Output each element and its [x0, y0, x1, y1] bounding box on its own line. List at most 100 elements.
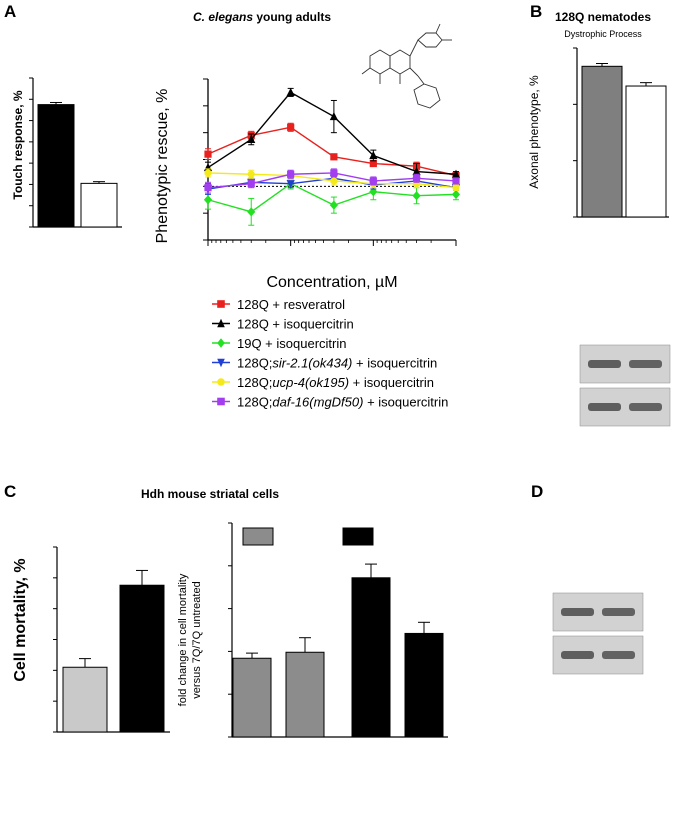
rescue-data-point — [330, 169, 338, 177]
rescue-data-point — [412, 191, 421, 201]
touch-bar — [37, 104, 75, 228]
rescue-title: C. elegans young adults — [193, 10, 331, 24]
ring-b — [417, 32, 443, 48]
legend-marker — [217, 338, 225, 348]
fold-change-legend-swatch — [242, 527, 274, 546]
rescue-data-point — [452, 177, 460, 185]
ring-sugar — [413, 83, 441, 109]
blot-band — [588, 360, 621, 368]
rescue-data-point — [204, 150, 212, 158]
legend-label-prefix: 128Q; — [237, 356, 272, 371]
axonal-bar — [625, 85, 667, 218]
rescue-data-point — [286, 87, 295, 97]
legend-label-prefix: 128Q; — [237, 375, 272, 390]
rescue-data-point — [369, 159, 377, 168]
legend-marker — [217, 318, 225, 328]
western-blot-d — [552, 592, 644, 675]
legend-marker — [217, 358, 225, 368]
blot-band — [602, 608, 635, 616]
isoquercitrin-structure-image — [361, 23, 452, 109]
legend-label: 128Q;ucp-4(ok195) + isoquercitrin — [237, 375, 434, 390]
rescue-data-point — [287, 170, 295, 178]
legend-label-suffix: + isoquercitrin — [349, 375, 434, 390]
legend-label-prefix: 19Q + isoquercitrin — [237, 336, 346, 351]
rescue-data-point — [329, 200, 338, 210]
bond-oh3 — [361, 67, 371, 75]
rescue-xlabel: Concentration, µM — [266, 274, 397, 291]
legend-label: 128Q + isoquercitrin — [237, 317, 354, 332]
legend-label-allele: daf-16(mgDf50) — [272, 395, 363, 410]
panel-label-c: C — [4, 482, 16, 501]
legend-marker — [217, 397, 225, 406]
cell-mortality-bar — [62, 666, 108, 733]
rescue-title-rest: young adults — [253, 10, 331, 24]
rescue-data-point — [329, 111, 338, 121]
western-blot-b — [579, 344, 671, 427]
blot-band — [588, 403, 621, 411]
panel-label-b: B — [530, 2, 542, 21]
legend-label-suffix: + isoquercitrin — [352, 356, 437, 371]
blot-band — [602, 651, 635, 659]
legend-label: 128Q;sir-2.1(ok434) + isoquercitrin — [237, 356, 437, 371]
fold-change-ylabel-line2: versus 7Q/7Q untreated — [191, 581, 203, 698]
rescue-data-point — [330, 153, 338, 161]
legend-label-prefix: 128Q + resveratrol — [237, 297, 345, 312]
legend-label: 128Q;daf-16(mgDf50) + isoquercitrin — [237, 395, 448, 410]
rescue-data-point — [451, 169, 461, 178]
rescue-data-point — [247, 170, 255, 178]
fold-change-bar — [351, 577, 391, 738]
touch-response-ylabel: Touch response, % — [11, 90, 25, 199]
touch-response-chart: Touch response, % — [11, 77, 122, 228]
touch-bar — [80, 182, 118, 228]
ring-c — [389, 49, 411, 75]
rescue-data-point — [451, 189, 461, 199]
hdh-title: Hdh mouse striatal cells — [141, 487, 279, 501]
axonal-ylabel: Axonal phenotype, % — [527, 75, 541, 189]
rescue-data-point — [204, 169, 212, 177]
rescue-data-point — [412, 166, 421, 176]
fold-change-legend-swatch — [342, 527, 374, 546]
rescue-data-point — [330, 177, 338, 185]
rescue-data-point — [369, 177, 377, 185]
fold-change-bar — [404, 632, 444, 738]
legend-label: 128Q + resveratrol — [237, 297, 345, 312]
rescue-data-point — [287, 123, 295, 131]
blot-band — [629, 360, 662, 368]
rescue-data-point — [247, 207, 256, 217]
rescue-data-point — [286, 180, 295, 189]
legend-label-allele: ucp-4(ok195) — [272, 375, 349, 390]
legend-label-prefix: 128Q; — [237, 395, 272, 410]
fold-change-bar — [232, 657, 272, 738]
fold-change-ylabel-line1: fold change in cell mortality — [177, 573, 189, 706]
bond-bc — [409, 39, 419, 57]
bond-oh1 — [435, 23, 441, 34]
phenotypic-rescue-chart: C. elegans young adults Phenotypic rescu… — [154, 10, 461, 291]
legend-label-allele: sir-2.1(ok434) — [272, 356, 352, 371]
rescue-data-point — [369, 150, 378, 160]
panel-label-d: D — [531, 482, 543, 501]
fold-change-bar — [285, 651, 325, 738]
cell-mortality-ylabel: Cell mortality, % — [12, 558, 29, 681]
rescue-legend: 128Q + resveratrol 128Q + isoquercitrin 19… — [212, 297, 448, 410]
legend-label: 19Q + isoquercitrin — [237, 336, 346, 351]
rescue-title-species: C. elegans — [193, 10, 253, 24]
panel-label-a: A — [4, 2, 16, 21]
rescue-data-point — [204, 184, 212, 192]
axonal-phenotype-chart: 128Q nematodes Dystrophic Process Axonal… — [527, 10, 669, 218]
rescue-ylabel: Phenotypic rescue, % — [154, 89, 171, 244]
blot-band — [561, 651, 594, 659]
axonal-bar — [581, 65, 623, 218]
blot-band — [629, 403, 662, 411]
legend-label-prefix: 128Q + isoquercitrin — [237, 317, 354, 332]
rescue-data-point — [452, 184, 460, 192]
legend-marker — [217, 378, 225, 386]
rescue-data-point — [247, 134, 256, 143]
legend-label-suffix: + isoquercitrin — [363, 395, 448, 410]
cell-mortality-bar — [119, 584, 165, 733]
axonal-title: 128Q nematodes — [555, 10, 651, 24]
rescue-data-point — [412, 174, 421, 182]
ring-a — [369, 49, 391, 75]
bond-glycoside — [409, 67, 419, 77]
legend-marker — [217, 300, 225, 308]
